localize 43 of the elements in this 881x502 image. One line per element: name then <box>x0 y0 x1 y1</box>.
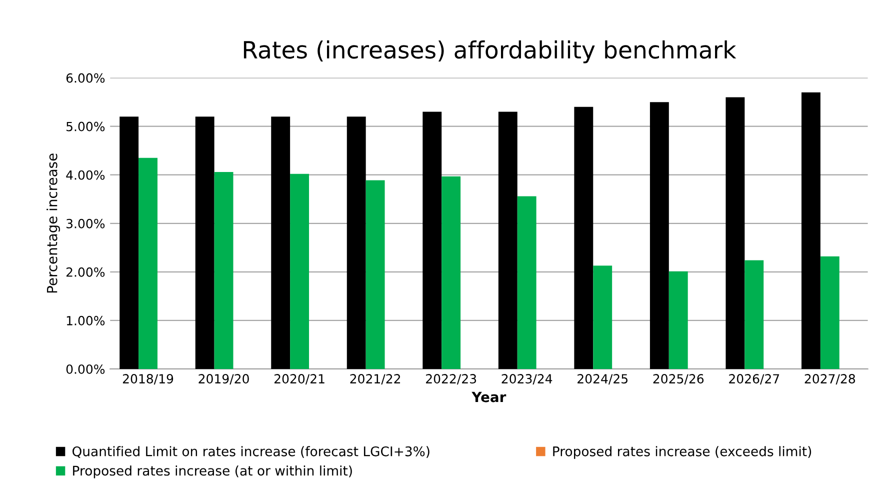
y-tick-label: 1.00% <box>66 316 105 326</box>
bar <box>195 116 214 369</box>
y-tick-label: 6.00% <box>66 73 105 83</box>
x-axis-title: Year <box>472 392 506 402</box>
y-tick-label: 0.00% <box>66 364 105 374</box>
bar <box>650 102 669 369</box>
bar <box>668 271 688 369</box>
bar <box>517 196 536 369</box>
bar <box>744 260 764 369</box>
bar <box>574 106 594 369</box>
chart-title: Rates (increases) affordability benchmark <box>244 40 736 64</box>
x-tick-label: 2018/19 <box>122 374 174 384</box>
bar <box>442 176 461 369</box>
bar <box>214 172 234 369</box>
bar <box>138 158 158 369</box>
x-tick-label: 2022/23 <box>426 374 476 384</box>
bar <box>498 112 518 369</box>
bar <box>820 256 840 369</box>
bar <box>593 266 612 369</box>
bar <box>366 180 385 369</box>
bar <box>726 97 745 369</box>
legend-label: Proposed rates increase (at or within limit) <box>73 465 352 478</box>
y-tick-label: 5.00% <box>66 122 105 132</box>
legend-label: Proposed rates increase (exceeds limit) <box>553 446 812 459</box>
y-tick-label: 2.00% <box>66 267 105 277</box>
x-tick-label: 2026/27 <box>729 374 780 384</box>
bar <box>271 116 290 369</box>
x-tick-label: 2027/28 <box>804 374 856 384</box>
x-tick-label: 2021/22 <box>350 374 400 384</box>
x-tick-label: 2024/25 <box>578 374 628 384</box>
legend-label: Quantified Limit on rates increase (forecast LGCI+3%) <box>72 446 430 458</box>
bar <box>801 92 820 369</box>
y-tick-label: 3.00% <box>66 218 105 228</box>
x-tick-label: 2020/21 <box>274 374 324 384</box>
x-tick-label: 2025/26 <box>653 374 704 384</box>
bar <box>346 116 366 369</box>
x-tick-label: 2019/20 <box>198 374 249 384</box>
bar <box>422 112 442 369</box>
x-tick-label: 2023/24 <box>502 374 552 384</box>
y-axis-title: Percentage increase <box>46 154 60 293</box>
bar <box>120 116 139 369</box>
bar <box>290 174 310 369</box>
y-tick-label: 4.00% <box>66 170 105 180</box>
